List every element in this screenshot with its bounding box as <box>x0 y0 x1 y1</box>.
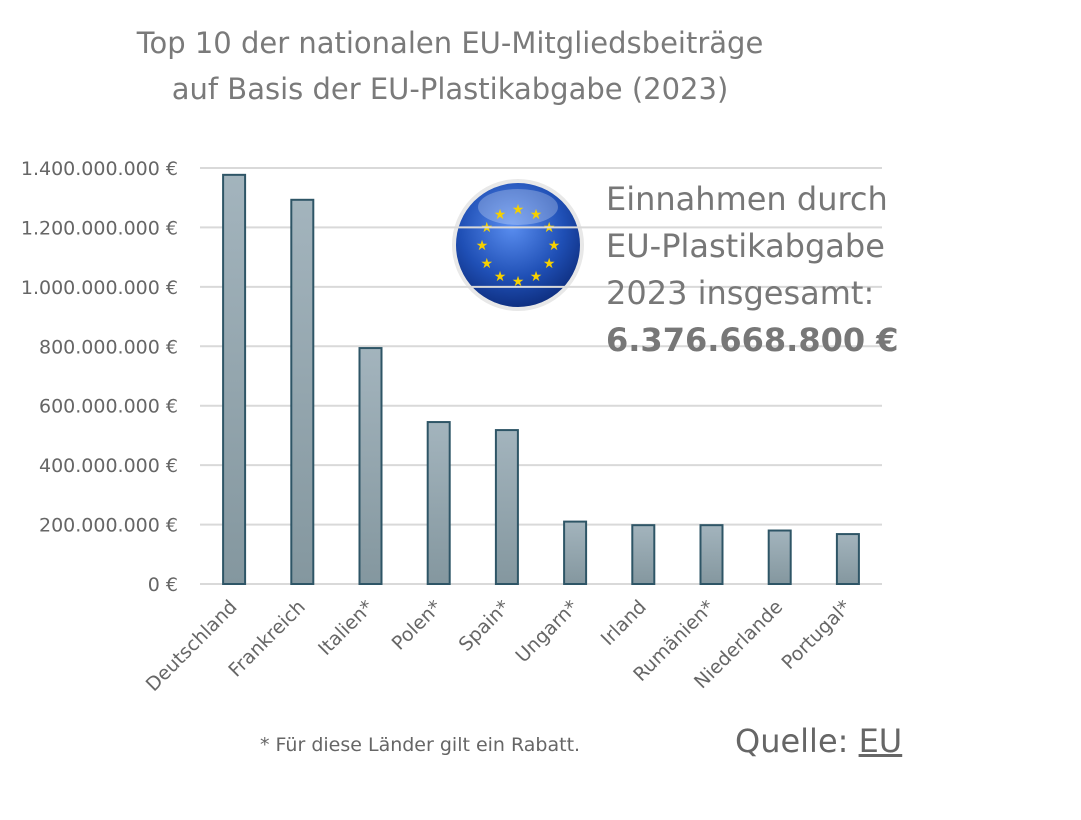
bar-portugal <box>835 533 860 586</box>
y-tick-label: 0 € <box>148 574 178 596</box>
y-tick-label: 1.000.000.000 € <box>21 277 178 299</box>
star-icon: ★ <box>512 202 525 218</box>
bar-irland <box>631 524 656 585</box>
star-icon: ★ <box>494 207 507 223</box>
star-icon: ★ <box>548 238 561 254</box>
bar-spain <box>494 429 519 585</box>
total-revenue-box: Einnahmen durch EU-Plastikabgabe 2023 in… <box>606 176 899 364</box>
info-line-1: Einnahmen durch <box>606 180 888 218</box>
info-line-2: EU-Plastikabgabe <box>606 227 885 265</box>
bar-rumänien <box>699 524 724 585</box>
bar-ungarn <box>563 520 588 585</box>
info-line-3: 2023 insgesamt: <box>606 274 875 312</box>
y-tick-label: 1.400.000.000 € <box>21 158 178 180</box>
y-tick-label: 400.000.000 € <box>39 455 178 477</box>
chart-title-line-1: Top 10 der nationalen EU-Mitgliedsbeiträ… <box>136 26 764 60</box>
y-tick-label: 200.000.000 € <box>39 515 178 537</box>
bar-polen <box>426 421 451 585</box>
bar-italien <box>358 347 383 585</box>
emblem-sphere <box>456 183 580 307</box>
y-tick-label: 800.000.000 € <box>39 336 178 358</box>
source: Quelle: EU <box>735 722 902 760</box>
eu-flag-sphere-icon: ★★★★★★★★★★★★ <box>452 179 584 311</box>
footnote: * Für diese Länder gilt ein Rabatt. <box>260 734 581 756</box>
star-icon: ★ <box>530 207 543 223</box>
star-icon: ★ <box>530 269 543 285</box>
y-tick-label: 1.200.000.000 € <box>21 217 178 239</box>
bar-niederlande <box>767 529 792 585</box>
star-icon: ★ <box>476 238 489 254</box>
x-tick-label: Portugal* <box>778 596 856 674</box>
x-tick-label: Irland <box>597 596 651 650</box>
star-icon: ★ <box>481 256 494 272</box>
bar-deutschland <box>222 173 247 585</box>
bar-frankreich <box>290 198 315 585</box>
x-tick-label: Ungarn* <box>511 596 582 667</box>
source-link[interactable]: EU <box>858 722 903 760</box>
source-label: Quelle: <box>735 722 859 760</box>
chart-title-line-2: auf Basis der EU-Plastikabgabe (2023) <box>171 72 729 106</box>
star-icon: ★ <box>543 256 556 272</box>
x-tick-label: Polen* <box>388 596 447 655</box>
x-tick-label: Italien* <box>314 596 378 660</box>
star-icon: ★ <box>494 269 507 285</box>
emblem-highlight <box>478 189 558 225</box>
x-tick-label: Spain* <box>455 596 515 656</box>
total-revenue-value: 6.376.668.800 € <box>606 321 899 359</box>
y-tick-label: 600.000.000 € <box>39 396 178 418</box>
x-tick-label: Deutschland <box>142 596 242 696</box>
